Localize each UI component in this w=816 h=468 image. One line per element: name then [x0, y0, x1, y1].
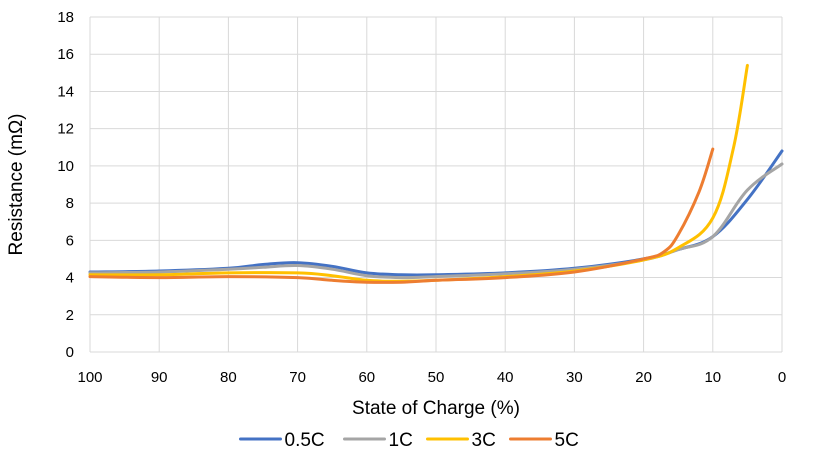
y-tick-label: 8 [66, 195, 74, 212]
grid [89, 16, 783, 353]
legend-label-3c: 3C [472, 430, 496, 451]
y-axis-title: Resistance (mΩ) [6, 114, 27, 256]
x-tick-label: 40 [497, 369, 514, 386]
series-line-3c [88, 63, 749, 283]
series-lines [88, 63, 784, 284]
y-tick-label: 6 [66, 232, 74, 249]
x-tick-label: 70 [289, 369, 306, 386]
series-line-5c [88, 147, 715, 284]
x-tick-label: 60 [358, 369, 375, 386]
x-tick-label: 50 [428, 369, 445, 386]
legend: 0.5C 1C 3C 5C [239, 430, 579, 451]
y-tick-label: 16 [57, 46, 74, 63]
x-tick-label: 100 [77, 369, 102, 386]
x-tick-label: 80 [220, 369, 237, 386]
x-tick-label: 10 [704, 369, 721, 386]
x-axis-title: State of Charge (%) [352, 398, 520, 419]
y-tick-label: 14 [57, 83, 74, 100]
y-tick-label: 2 [66, 307, 74, 324]
series-line-1c [88, 162, 784, 280]
y-tick-label: 4 [66, 270, 74, 287]
x-tick-label: 0 [778, 369, 786, 386]
x-tick-label: 20 [635, 369, 652, 386]
x-tick-label: 90 [151, 369, 168, 386]
legend-label-5c: 5C [555, 430, 579, 451]
y-tick-label: 12 [57, 121, 74, 138]
y-tick-label: 0 [66, 344, 74, 361]
x-tick-label: 30 [566, 369, 583, 386]
y-tick-label: 10 [57, 158, 74, 175]
legend-label-1c: 1C [389, 430, 413, 451]
y-tick-label: 18 [57, 9, 74, 26]
legend-label-0-5c: 0.5C [285, 430, 325, 451]
